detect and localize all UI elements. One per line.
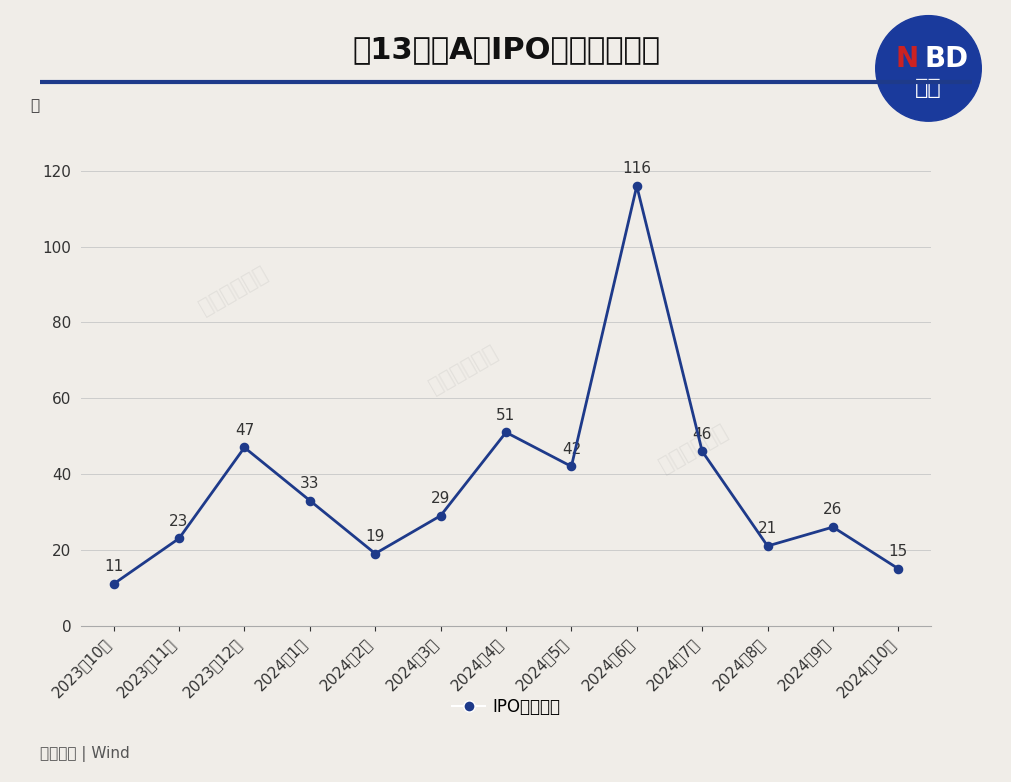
Text: 47: 47 bbox=[235, 423, 254, 438]
Text: 数据来源 | Wind: 数据来源 | Wind bbox=[40, 747, 130, 762]
Text: 每日经济新闻: 每日经济新闻 bbox=[655, 421, 730, 475]
Point bbox=[563, 460, 579, 472]
Legend: IPO终止数量: IPO终止数量 bbox=[445, 691, 566, 723]
Text: 每日经济新闻: 每日经济新闻 bbox=[196, 264, 271, 318]
Point bbox=[694, 445, 710, 457]
Text: 19: 19 bbox=[365, 529, 384, 543]
Text: 26: 26 bbox=[823, 502, 842, 518]
Text: 家: 家 bbox=[30, 99, 39, 113]
Point bbox=[628, 180, 644, 192]
Text: 15: 15 bbox=[888, 544, 907, 559]
Point bbox=[497, 426, 514, 439]
Point bbox=[105, 578, 121, 590]
Text: 29: 29 bbox=[431, 491, 450, 506]
Text: BD: BD bbox=[923, 45, 968, 73]
Text: 数据: 数据 bbox=[914, 78, 941, 99]
Text: 46: 46 bbox=[692, 426, 711, 442]
Text: 116: 116 bbox=[622, 161, 651, 176]
Text: 21: 21 bbox=[757, 522, 776, 536]
Text: 42: 42 bbox=[561, 442, 580, 457]
Text: N: N bbox=[895, 45, 918, 73]
Circle shape bbox=[875, 16, 981, 121]
Point bbox=[890, 562, 906, 575]
Point bbox=[237, 441, 253, 454]
Point bbox=[171, 533, 187, 545]
Text: 11: 11 bbox=[104, 559, 123, 574]
Text: 33: 33 bbox=[300, 475, 319, 491]
Text: 每日经济新闻: 每日经济新闻 bbox=[426, 342, 500, 396]
Point bbox=[301, 494, 317, 507]
Text: 51: 51 bbox=[495, 407, 516, 422]
Text: 23: 23 bbox=[169, 514, 188, 529]
Point bbox=[824, 521, 840, 533]
Point bbox=[367, 547, 383, 560]
Text: 近13个月A股IPO申报终止数量: 近13个月A股IPO申报终止数量 bbox=[352, 35, 659, 64]
Point bbox=[432, 509, 448, 522]
Point bbox=[758, 540, 774, 552]
